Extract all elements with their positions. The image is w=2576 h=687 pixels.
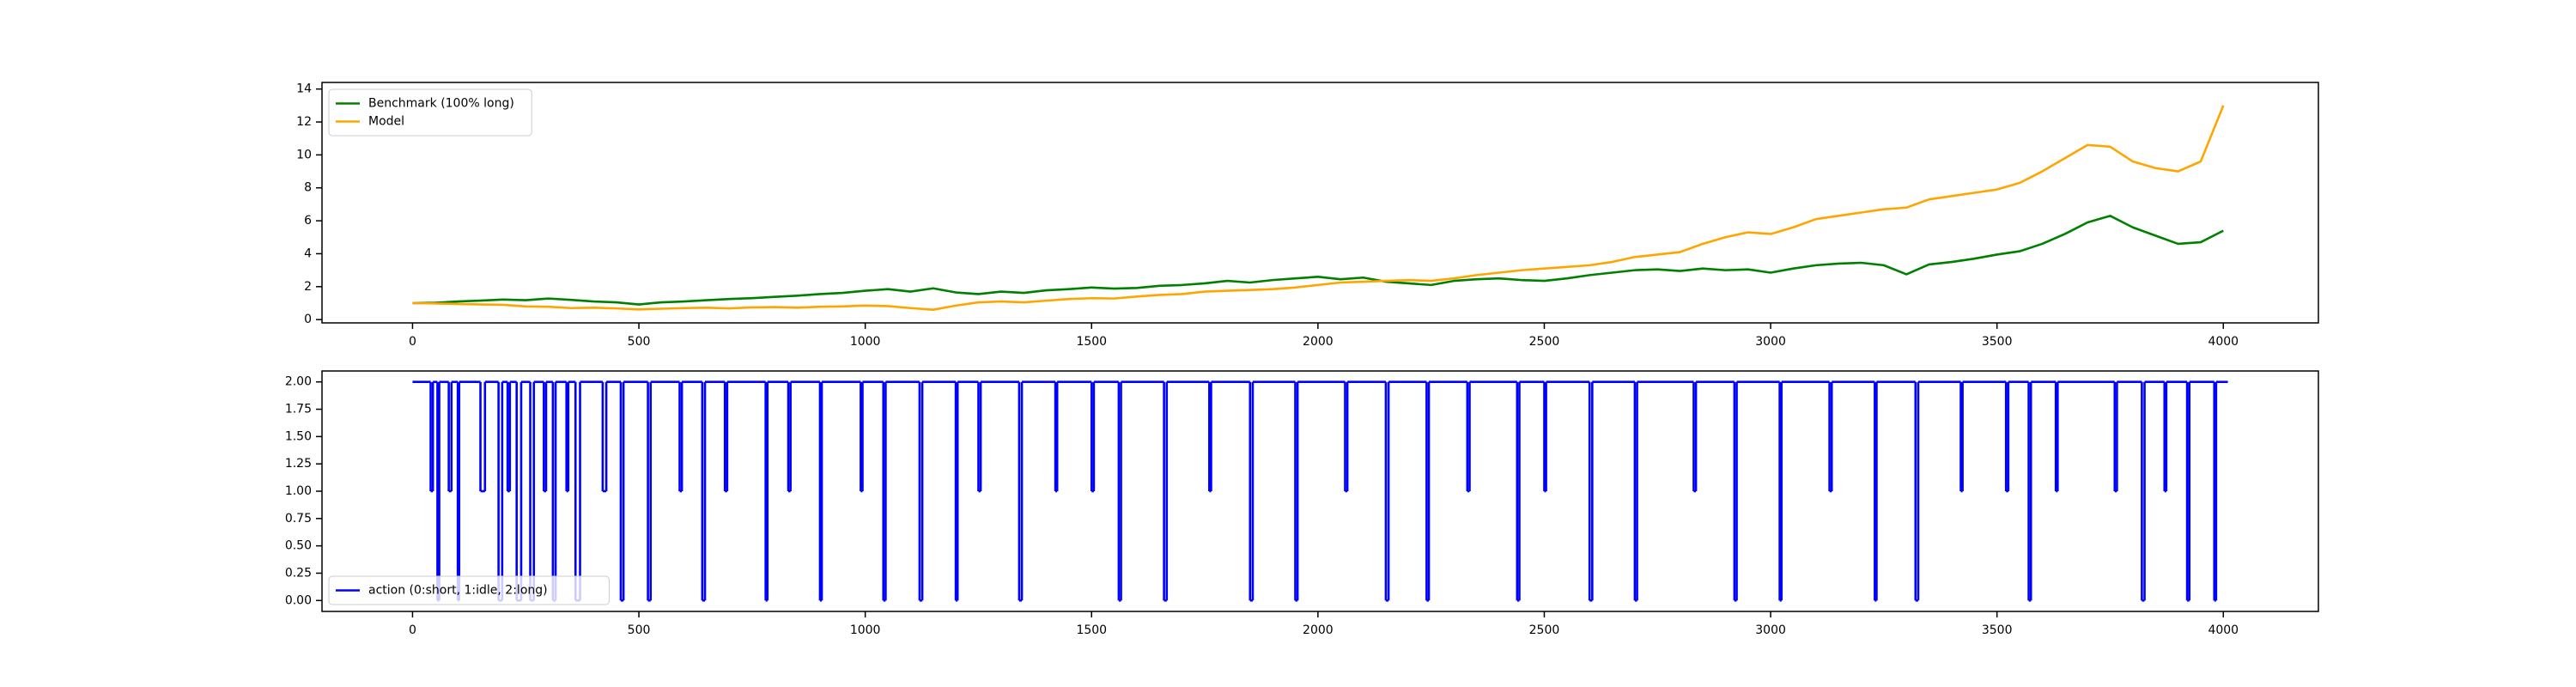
x-tick-label: 4000	[2208, 623, 2239, 637]
legend: Benchmark (100% long) Model	[328, 88, 532, 137]
y-tick-label: 10	[296, 148, 312, 161]
legend-box	[328, 575, 610, 605]
x-tick-label: 1000	[850, 335, 881, 349]
legend-label: action (0:short, 1:idle, 2:long)	[368, 584, 548, 598]
x-tick-label: 4000	[2208, 335, 2239, 349]
x-tick-label: 2500	[1529, 335, 1560, 349]
x-tick-label: 1000	[850, 623, 881, 637]
x-tick-label: 3500	[1982, 623, 2013, 637]
y-tick-label: 2.00	[285, 375, 312, 389]
plot-area	[412, 380, 2228, 602]
x-tick-label: 3500	[1982, 335, 2013, 349]
x-tick-label: 0	[409, 335, 416, 349]
y-tick-label: 0.50	[285, 539, 312, 553]
x-tick-label: 500	[628, 335, 651, 349]
y-tick-label: 1.00	[285, 484, 312, 498]
y-tick-label: 0	[304, 313, 312, 326]
series-line	[412, 105, 2225, 311]
x-tick-label: 2000	[1303, 335, 1334, 349]
plot-area	[412, 105, 2225, 311]
axes-frame	[321, 82, 2319, 324]
subplot: 0 500 1000 1500 2000 2500 3000 3500 4000 0.00 0.25…	[285, 370, 2319, 637]
y-tick-label: 12	[296, 115, 312, 129]
x-tick-label: 3000	[1755, 623, 1786, 637]
y-tick-label: 1.50	[285, 429, 312, 443]
y-tick-label: 6	[304, 214, 312, 228]
y-tick-label: 8	[304, 181, 312, 195]
axes-frame	[321, 370, 2319, 612]
x-tick-label: 1500	[1076, 623, 1107, 637]
y-tick-label: 1.25	[285, 457, 312, 471]
legend-label: Benchmark (100% long)	[368, 97, 514, 111]
series-line	[412, 215, 2224, 306]
y-tick-label: 2	[304, 280, 312, 294]
y-tick-label: 0.00	[285, 593, 312, 607]
y-tick-label: 4	[304, 246, 312, 260]
y-tick-label: 0.25	[285, 566, 312, 580]
legend-box	[328, 88, 532, 137]
x-tick-label: 0	[409, 623, 416, 637]
subplot: 0 500 1000 1500 2000 2500 3000 3500 4000 0 2 4 6 8 10 1…	[296, 82, 2319, 349]
x-tick-label: 500	[628, 623, 651, 637]
y-tick-label: 14	[296, 82, 312, 96]
legend-label: Model	[368, 115, 404, 129]
x-tick-label: 2000	[1303, 623, 1334, 637]
x-tick-label: 3000	[1755, 335, 1786, 349]
legend: action (0:short, 1:idle, 2:long)	[328, 575, 610, 605]
x-tick-label: 2500	[1529, 623, 1560, 637]
y-tick-label: 0.75	[285, 512, 312, 526]
x-tick-label: 1500	[1076, 335, 1107, 349]
y-tick-label: 1.75	[285, 403, 312, 416]
